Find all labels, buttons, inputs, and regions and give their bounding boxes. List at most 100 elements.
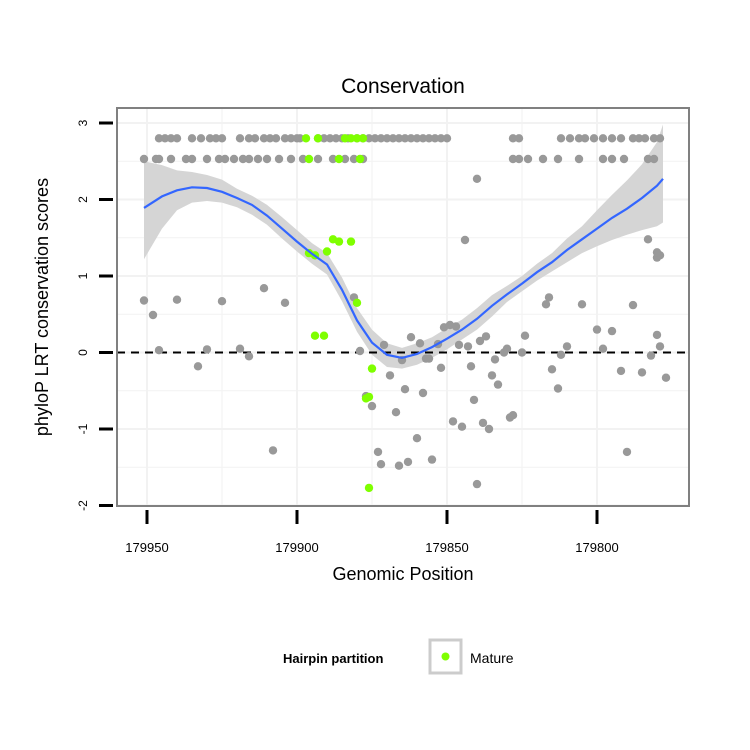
other-point (454, 340, 464, 350)
other-point (349, 154, 359, 164)
other-point (325, 134, 335, 143)
mature-point (301, 134, 311, 143)
other-point (418, 388, 428, 398)
other-point (619, 154, 629, 164)
other-point (340, 154, 350, 164)
other-point (643, 154, 653, 164)
other-point (139, 296, 149, 305)
mature-point (334, 154, 344, 164)
other-point (166, 154, 176, 164)
other-point (415, 339, 425, 348)
other-point (148, 310, 158, 320)
other-point (514, 134, 524, 143)
x-tick-label: 179800 (575, 540, 618, 555)
other-point (193, 362, 203, 371)
other-point (202, 345, 212, 354)
other-point (562, 342, 572, 351)
other-point (154, 134, 164, 143)
other-point (649, 134, 659, 143)
other-point (466, 362, 476, 371)
other-point (214, 154, 224, 164)
other-point (271, 134, 281, 143)
y-tick-label: 1 (76, 272, 90, 279)
other-point (355, 346, 365, 356)
other-point (616, 366, 626, 376)
other-point (244, 352, 254, 361)
other-point (265, 134, 275, 143)
other-point (376, 134, 386, 143)
other-point (154, 154, 164, 164)
other-point (406, 134, 416, 143)
other-point (367, 401, 377, 411)
other-point (556, 350, 566, 359)
other-point (172, 134, 182, 143)
other-point (286, 134, 296, 143)
other-point (628, 300, 638, 310)
other-point (154, 346, 164, 355)
mature-point (352, 134, 362, 143)
y-tick-label: 3 (76, 119, 90, 126)
mature-point (367, 364, 377, 373)
x-tick-label: 179850 (425, 540, 468, 555)
other-point (481, 332, 491, 341)
other-point (262, 154, 272, 164)
other-point (328, 154, 338, 164)
other-point (412, 134, 422, 143)
other-point (478, 418, 488, 428)
other-point (523, 154, 533, 164)
other-point (373, 447, 383, 457)
mature-point (334, 237, 344, 246)
other-point (463, 342, 473, 351)
x-axis-label: Genomic Position (332, 564, 473, 584)
y-tick-label: -2 (76, 500, 90, 511)
other-point (274, 154, 284, 164)
other-point (574, 154, 584, 164)
x-tick-label: 179900 (275, 540, 318, 555)
panel-background (117, 108, 689, 506)
other-point (472, 479, 482, 489)
other-point (202, 154, 212, 164)
legend: Hairpin partition Mature (283, 638, 514, 675)
other-point (253, 154, 263, 164)
other-point (655, 342, 665, 351)
other-point (517, 348, 527, 357)
other-point (598, 154, 608, 164)
other-point (451, 322, 461, 331)
other-point (391, 408, 401, 417)
other-point (229, 154, 239, 164)
other-point (436, 363, 446, 372)
other-point (541, 300, 551, 309)
other-point (520, 331, 530, 340)
chart-title: Conservation (341, 75, 465, 98)
other-point (379, 340, 389, 350)
other-point (460, 235, 470, 245)
other-point (580, 134, 590, 143)
other-point (418, 134, 428, 143)
other-point (637, 368, 647, 377)
other-point (655, 134, 665, 143)
other-point (424, 134, 434, 143)
other-point (592, 325, 602, 334)
other-point (238, 154, 248, 164)
mature-point (364, 392, 374, 402)
other-point (490, 355, 500, 364)
other-point (607, 134, 617, 143)
other-point (607, 154, 617, 164)
legend-key-mature-dot (441, 652, 450, 661)
other-point (268, 446, 278, 455)
mature-point (346, 237, 356, 246)
other-point (187, 134, 197, 143)
other-point (577, 300, 587, 309)
other-point (430, 134, 440, 143)
other-point (181, 154, 191, 164)
other-point (400, 385, 410, 394)
other-point (556, 134, 566, 143)
other-point (598, 344, 608, 353)
other-point (574, 134, 584, 143)
other-point (622, 447, 632, 457)
mature-point (346, 134, 356, 143)
other-point (205, 134, 215, 143)
other-point (544, 293, 554, 302)
other-point (319, 134, 329, 143)
